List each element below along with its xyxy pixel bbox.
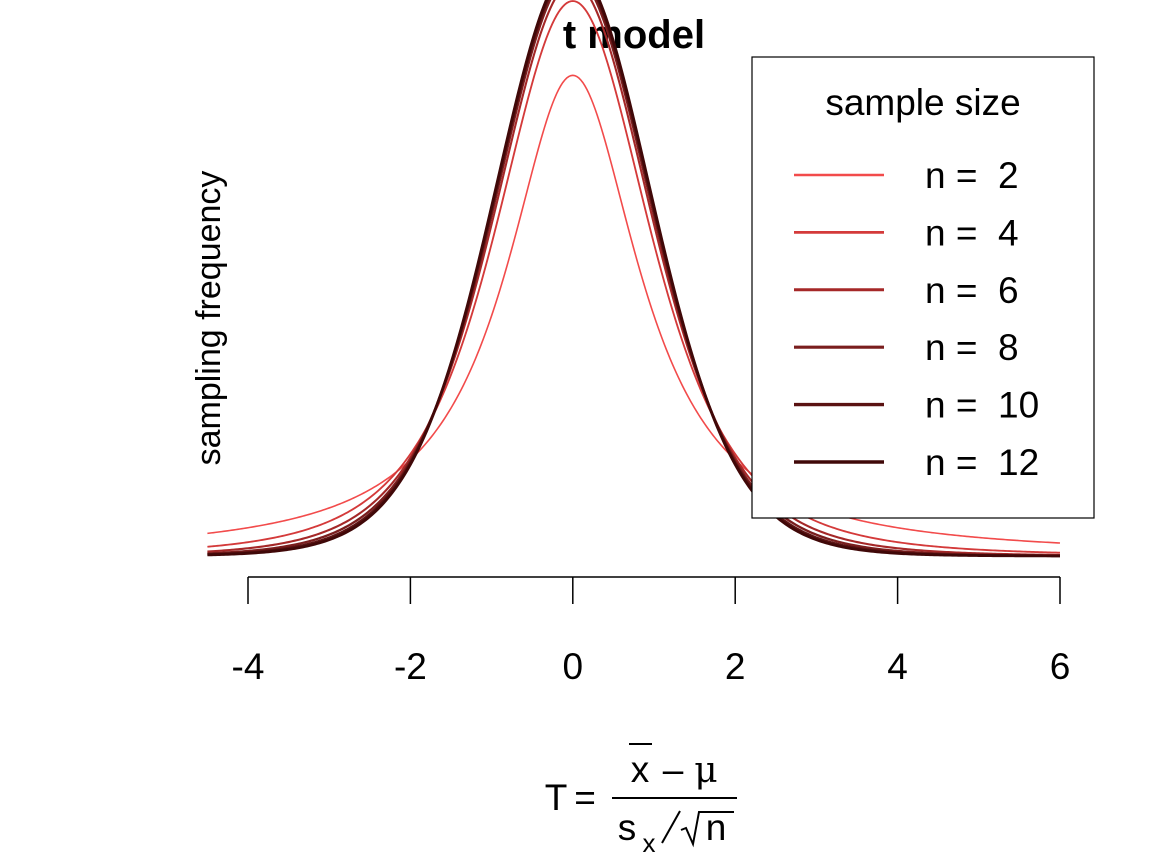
legend-label: n = 12 (925, 442, 1039, 483)
y-axis-label: sampling frequency (190, 171, 228, 466)
formula-denominator-sub: x (643, 828, 656, 858)
x-tick-label: 2 (725, 646, 746, 687)
formula-numerator-op: – (663, 749, 684, 790)
x-tick-label: -2 (394, 646, 427, 687)
legend-label: n = 6 (925, 270, 1019, 311)
x-tick-label: 0 (563, 646, 584, 687)
x-tick-label: 4 (887, 646, 908, 687)
x-axis-label: T = x – μ s x n (545, 743, 737, 858)
curve-series-2 (207, 0, 1061, 554)
x-tick-label: 6 (1050, 646, 1071, 687)
formula-sqrt-sign (680, 811, 734, 848)
curve-series-3 (207, 0, 1061, 557)
curve-series-1 (207, 74, 1061, 544)
legend-label: n = 2 (925, 155, 1019, 196)
formula-slash (661, 810, 681, 844)
chart-title: t model (563, 13, 705, 57)
formula-denominator-n: n (706, 807, 727, 848)
curve-series-6 (207, 0, 1060, 558)
legend-title: sample size (825, 82, 1020, 123)
formula-equals: = (574, 777, 596, 818)
legend-box (751, 56, 1095, 519)
legend-label: n = 8 (925, 327, 1019, 368)
formula-numerator-var: x (631, 749, 650, 790)
x-axis: -4 -2 0 2 4 6 (232, 576, 1071, 687)
formula-lhs: T (545, 777, 568, 818)
x-tick-label: -4 (232, 646, 265, 687)
density-curves (207, 0, 1061, 558)
legend-label: n = 10 (925, 385, 1039, 426)
formula-denominator-s: s (618, 807, 637, 848)
legend: sample size n = 2 n = 4 n = 6 n = 8 n = 10 n … (751, 56, 1095, 519)
legend-label: n = 4 (925, 212, 1019, 253)
formula-numerator-mu: μ (694, 750, 717, 791)
